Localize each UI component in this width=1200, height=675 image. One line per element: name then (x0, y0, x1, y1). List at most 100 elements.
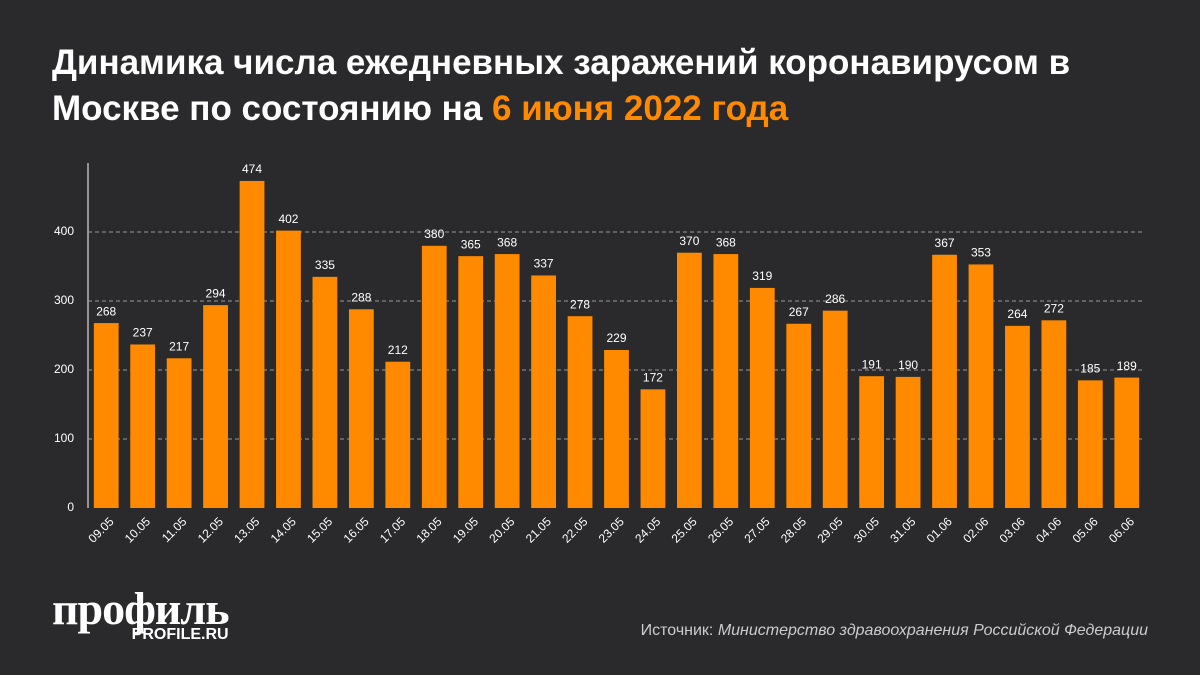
bar (859, 376, 885, 508)
x-tick-label: 24.05 (632, 514, 663, 545)
value-label: 172 (643, 370, 663, 384)
x-tick-label: 26.05 (705, 514, 736, 545)
y-tick-label: 0 (67, 500, 74, 514)
logo: профиль PROFILE.RU (52, 583, 230, 644)
x-tick-label: 15.05 (304, 514, 335, 545)
x-tick-label: 05.06 (1070, 514, 1101, 545)
y-tick-label: 200 (54, 362, 74, 376)
bar (677, 252, 702, 508)
x-tick-label: 16.05 (341, 514, 372, 545)
x-tick-label: 06.06 (1106, 514, 1137, 545)
bar (567, 316, 593, 508)
x-tick-label: 02.06 (960, 514, 991, 545)
value-label: 272 (1044, 301, 1064, 315)
value-label: 264 (1007, 307, 1027, 321)
bar (239, 180, 265, 508)
value-label: 368 (716, 235, 736, 249)
x-tick-label: 17.05 (377, 514, 408, 545)
bar (93, 323, 119, 508)
x-tick-label: 13.05 (231, 514, 262, 545)
value-label: 337 (534, 257, 554, 271)
value-label: 370 (679, 234, 699, 248)
x-tick-label: 04.06 (1033, 514, 1064, 545)
bar (276, 230, 301, 508)
value-label: 278 (570, 297, 590, 311)
x-tick-label: 19.05 (450, 514, 481, 545)
chart-title-highlight: 6 июня 2022 года (492, 89, 789, 128)
y-tick-label: 100 (54, 431, 74, 445)
value-label: 319 (752, 269, 772, 283)
x-tick-label: 31.05 (887, 514, 918, 545)
logo-name: профиль (52, 583, 230, 634)
chart-title: Динамика числа ежедневных заражений коро… (52, 43, 1071, 128)
x-tick-label: 22.05 (559, 514, 590, 545)
value-label: 286 (825, 292, 845, 306)
value-label: 191 (862, 357, 882, 371)
value-label: 189 (1117, 359, 1137, 373)
bar (968, 264, 994, 508)
bar (713, 254, 739, 508)
value-label: 294 (206, 286, 226, 300)
bar (1077, 380, 1103, 508)
value-label: 335 (315, 258, 335, 272)
bar (895, 376, 921, 508)
x-tick-label: 28.05 (778, 514, 809, 545)
chart-title-block: Динамика числа ежедневных заражений коро… (52, 40, 1172, 132)
bar (458, 256, 484, 508)
x-tick-label: 09.05 (85, 514, 116, 545)
value-label: 367 (935, 236, 955, 250)
bar (604, 349, 629, 508)
bar (749, 287, 775, 508)
bar (203, 305, 228, 508)
bar (385, 361, 411, 508)
x-tick-label: 23.05 (596, 514, 627, 545)
bar (1041, 320, 1067, 508)
value-label: 368 (497, 235, 517, 249)
value-label: 229 (606, 331, 626, 345)
x-tick-label: 12.05 (195, 514, 226, 545)
logo-site: PROFILE.RU (131, 626, 229, 643)
bar (348, 309, 374, 508)
x-tick-label: 10.05 (122, 514, 153, 545)
bar (312, 276, 338, 508)
bar (166, 358, 192, 508)
x-tick-label: 25.05 (669, 514, 700, 545)
x-tick-label: 14.05 (268, 514, 299, 545)
x-tick-label: 27.05 (742, 514, 773, 545)
value-label: 402 (278, 212, 298, 226)
bar (822, 310, 848, 508)
value-label: 217 (169, 339, 189, 353)
value-label: 237 (133, 326, 153, 340)
source-label: Источник: (640, 622, 714, 639)
x-tick-label: 29.05 (814, 514, 845, 545)
y-tick-label: 400 (54, 224, 74, 238)
source: Источник: Министерство здравоохранения Р… (641, 622, 1148, 640)
bar (1005, 325, 1030, 508)
bar (421, 245, 447, 509)
x-tick-label: 03.06 (997, 514, 1028, 545)
bar (531, 275, 556, 508)
value-label: 190 (898, 358, 918, 372)
value-label: 380 (424, 227, 444, 241)
value-label: 268 (96, 304, 116, 318)
value-label: 353 (971, 246, 991, 260)
bar (932, 254, 957, 508)
value-label: 212 (388, 343, 408, 357)
x-tick-label: 01.06 (924, 514, 955, 545)
bar (640, 389, 666, 508)
value-label: 474 (242, 162, 262, 176)
x-tick-label: 20.05 (486, 514, 517, 545)
value-label: 288 (351, 290, 371, 304)
bar (786, 323, 812, 508)
x-tick-label: 30.05 (851, 514, 882, 545)
source-text: Министерство здравоохранения Российской … (717, 622, 1148, 639)
bar (494, 254, 520, 508)
x-tick-label: 11.05 (159, 514, 190, 545)
bar (1114, 377, 1140, 508)
x-tick-label: 18.05 (413, 514, 444, 545)
y-tick-label: 300 (54, 293, 74, 307)
value-label: 185 (1080, 362, 1100, 376)
value-label: 365 (461, 237, 481, 251)
